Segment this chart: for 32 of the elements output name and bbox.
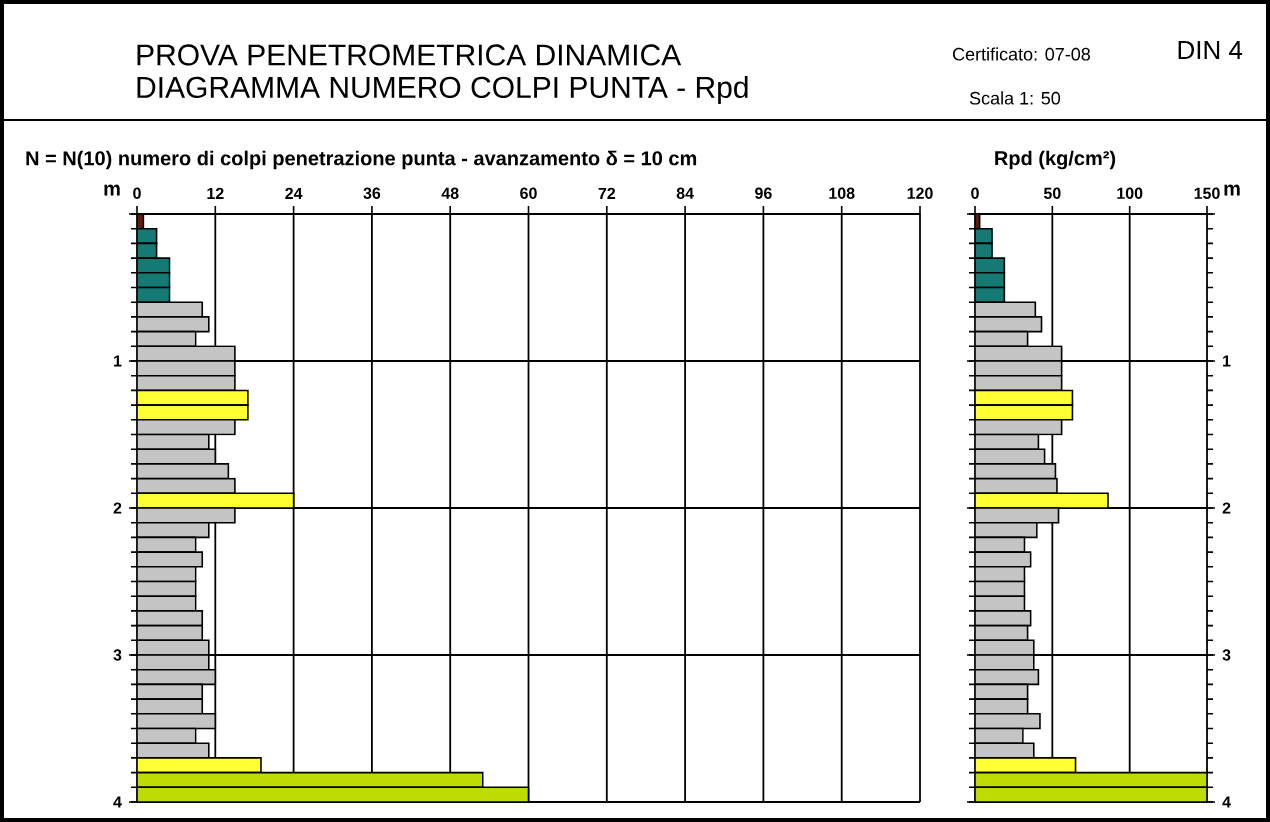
chart-title: PROVA PENETROMETRICA DINAMICA [137,44,682,66]
x-tick-label: 36 [363,187,381,199]
x-tick-label: 0 [971,187,979,199]
y-tick-label: 1 [1223,355,1231,367]
y-tick-label: 2 [113,502,122,514]
x-tick-label: 60 [520,187,537,199]
x-tick-label: 72 [598,187,616,199]
y-tick-label: 3 [113,649,122,661]
x-tick-label: 48 [441,187,459,199]
chart-subtitle: DIAGRAMMA NUMERO COLPI PUNTA - Rpd [137,76,748,104]
x-tick-label: 84 [676,187,694,199]
x-tick-label: 100 [1117,187,1143,199]
text: Scala 1: 50 [969,91,1061,105]
x-tick-label: 108 [829,187,855,199]
y-axis-title: m [1224,184,1240,196]
x-tick-label: 12 [207,187,224,199]
y-axis-title: m [104,184,120,196]
x-axis-title: Rpd (kg/cm²) [995,150,1116,170]
x-tick-label: 96 [755,187,772,199]
y-tick-label: 1 [114,355,122,367]
text: DIN 4 [1178,41,1243,59]
x-tick-label: 0 [133,187,141,199]
text: Certificato: 07-08 [952,47,1090,61]
y-tick-label: 2 [1222,502,1231,514]
y-tick-label: 4 [113,796,122,808]
x-tick-label: 24 [285,187,303,199]
x-tick-label: 50 [1043,187,1061,199]
x-tick-label: 120 [907,187,933,199]
x-tick-label: 150 [1194,187,1220,199]
y-tick-label: 4 [1222,796,1231,808]
y-tick-label: 3 [1222,649,1231,661]
x-axis-title: N = N(10) numero di colpi penetrazione punta - avanzamento δ = 10 cm [26,150,697,170]
